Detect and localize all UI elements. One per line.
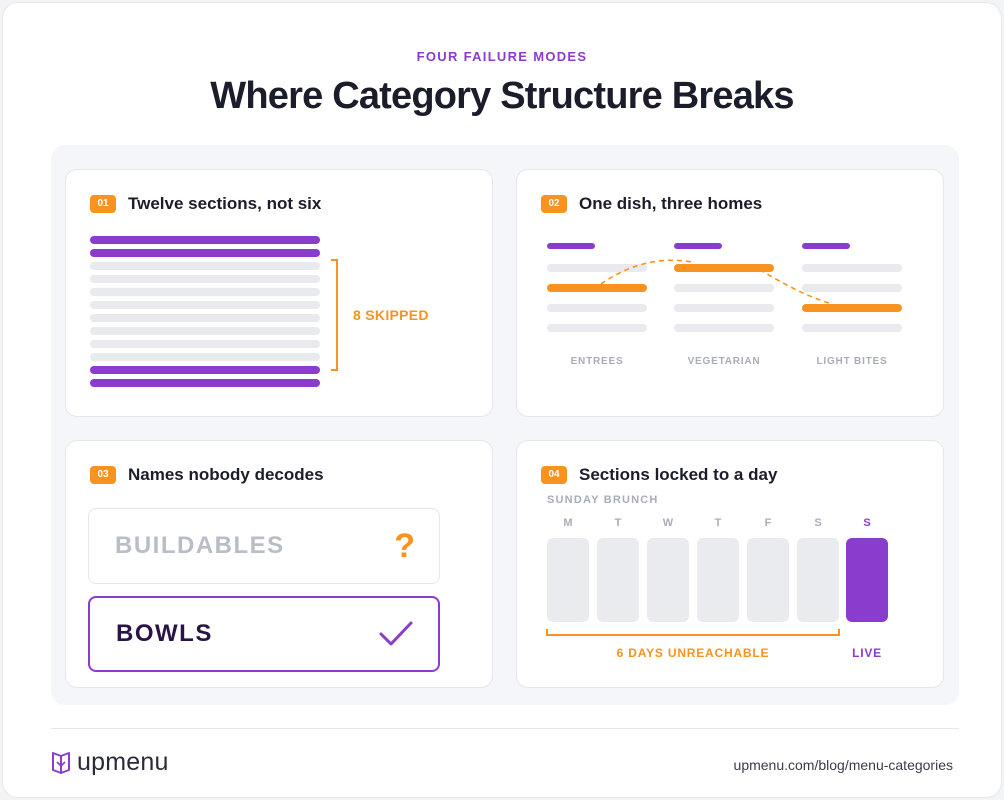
live-label: LIVE [852, 646, 882, 660]
day-letter: T [614, 517, 622, 529]
dish-row [674, 324, 774, 332]
section-bar-10 [90, 353, 320, 361]
day-block [797, 538, 839, 622]
page-title: Where Category Structure Breaks [210, 75, 794, 117]
card-title: One dish, three homes [579, 194, 763, 213]
dish-row [547, 264, 647, 272]
column-header-bar [802, 243, 850, 249]
section-label: SUNDAY BRUNCH [547, 494, 659, 506]
card-title: Twelve sections, not six [128, 194, 322, 213]
dish-row [547, 324, 647, 332]
card-number-badge: 04 [541, 466, 567, 484]
column-header-bar [547, 243, 595, 249]
dish-row [547, 304, 647, 312]
cards-panel: 01 Twelve sections, not six 8 SKIP [51, 145, 959, 705]
source-url: upmenu.com/blog/menu-categories [733, 757, 953, 773]
day-block [597, 538, 639, 622]
card-one-dish: 02 One dish, three homes [516, 169, 944, 417]
unreachable-bracket [546, 629, 840, 636]
day-letter: M [563, 517, 573, 529]
column-header-bar [674, 243, 722, 249]
card-day-locked: 04 Sections locked to a day SUNDAY BRUNC… [516, 440, 944, 688]
footer-divider [51, 728, 959, 729]
question-mark-icon: ? [394, 526, 415, 565]
card-number-badge: 02 [541, 195, 567, 213]
dish-row [674, 304, 774, 312]
section-bar-8 [90, 327, 320, 335]
section-bar-9 [90, 340, 320, 348]
clear-name-box: BOWLS [88, 596, 440, 672]
column-label-entrees: ENTREES [570, 356, 624, 367]
day-letter: W [662, 517, 674, 529]
section-bar-11 [90, 366, 320, 374]
section-bar-4 [90, 275, 320, 283]
column-label-vegetarian: VEGETARIAN [687, 356, 761, 367]
skipped-bracket [331, 259, 338, 371]
day-block [747, 538, 789, 622]
card-header: 02 One dish, three homes [541, 194, 762, 214]
section-bar-3 [90, 262, 320, 270]
day-block [547, 538, 589, 622]
card-header: 03 Names nobody decodes [90, 465, 324, 485]
day-letter: F [764, 517, 772, 529]
duplicate-dish-row [802, 304, 902, 312]
day-letter: T [714, 517, 722, 529]
unreachable-label: 6 DAYS UNREACHABLE [616, 646, 770, 660]
card-header: 01 Twelve sections, not six [90, 194, 321, 214]
dish-row [674, 284, 774, 292]
card-number-badge: 01 [90, 195, 116, 213]
unclear-name-box: BUILDABLES ? [88, 508, 440, 584]
column-label-light-bites: LIGHT BITES [816, 356, 888, 367]
card-title: Names nobody decodes [128, 465, 324, 484]
day-block [647, 538, 689, 622]
duplicate-dish-row [547, 284, 647, 292]
day-block [697, 538, 739, 622]
day-block-live [846, 538, 888, 622]
checkmark-icon [379, 621, 413, 646]
section-bar-6 [90, 301, 320, 309]
day-letter-live: S [863, 517, 871, 529]
duplicate-link-curve [600, 259, 833, 305]
duplicate-dish-row [674, 264, 774, 272]
brand-name: upmenu [77, 748, 169, 776]
brand-logo: upmenu [51, 748, 169, 777]
card-number-badge: 03 [90, 466, 116, 484]
day-letter: S [814, 517, 822, 529]
dish-row [802, 284, 902, 292]
section-bar-2 [90, 249, 320, 257]
section-bar-5 [90, 288, 320, 296]
card-names: 03 Names nobody decodes BUILDABLES ? BOW… [65, 440, 493, 688]
card-twelve-sections: 01 Twelve sections, not six 8 SKIP [65, 169, 493, 417]
unclear-name: BUILDABLES [115, 532, 285, 559]
book-logo-icon [52, 751, 70, 774]
eyebrow-label: FOUR FAILURE MODES [416, 49, 588, 64]
section-bar-12 [90, 379, 320, 387]
card-title: Sections locked to a day [579, 465, 778, 484]
clear-name: BOWLS [116, 620, 213, 647]
dish-row [802, 324, 902, 332]
dish-row [802, 264, 902, 272]
skipped-label: 8 SKIPPED [353, 307, 429, 323]
card-header: 04 Sections locked to a day [541, 465, 777, 485]
section-bar-7 [90, 314, 320, 322]
section-bar-1 [90, 236, 320, 244]
